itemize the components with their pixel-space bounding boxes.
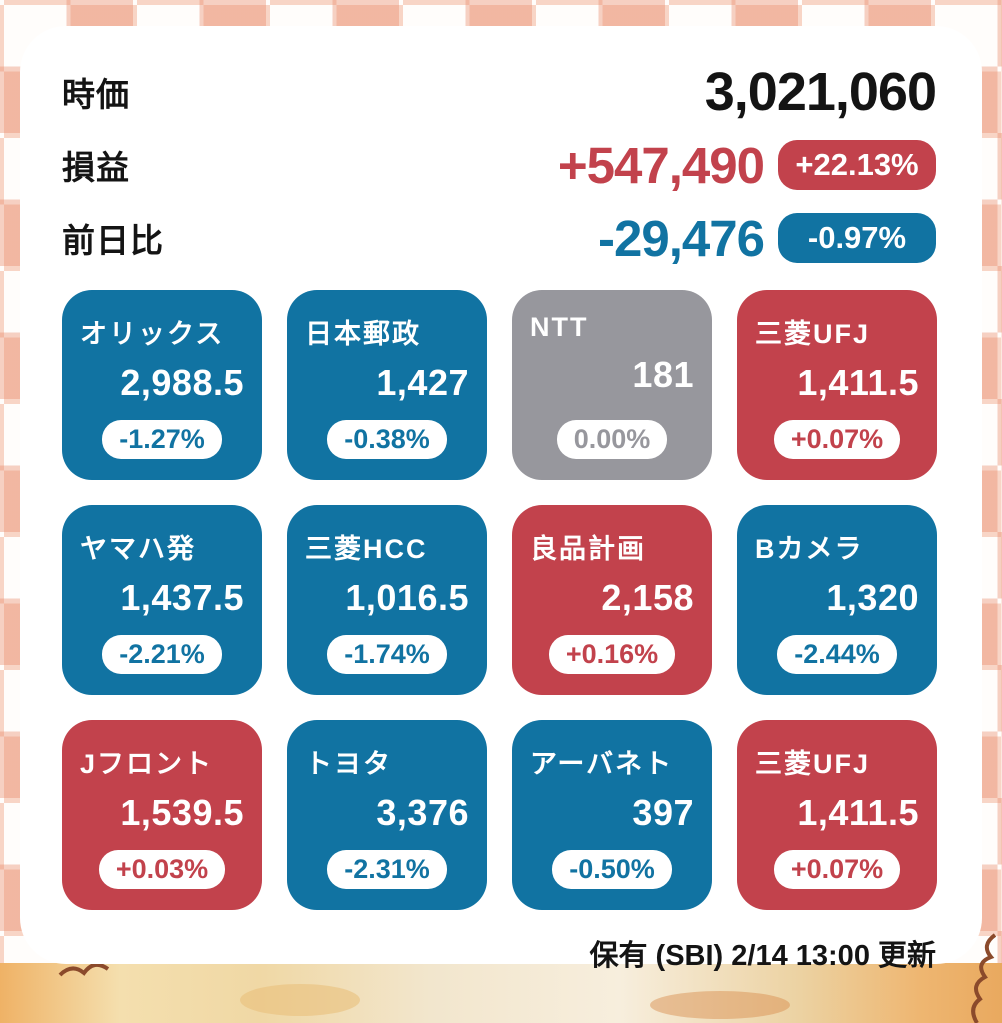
stock-tile[interactable]: オリックス 2,988.5 -1.27% xyxy=(62,290,262,480)
stock-change-badge: +0.07% xyxy=(773,850,901,889)
summary-row-profit-loss: 損益 +547,490 +22.13% xyxy=(62,136,936,194)
day-change-value: -29,476 xyxy=(598,209,765,267)
stock-change-badge: -1.74% xyxy=(327,635,447,674)
stock-change-badge: -2.31% xyxy=(327,850,447,889)
stock-name: アーバネト xyxy=(530,749,674,779)
stock-name: NTT xyxy=(530,312,589,342)
profit-loss-value: +547,490 xyxy=(557,136,765,194)
stock-price: 1,437.5 xyxy=(120,577,244,618)
stock-name: オリックス xyxy=(80,319,225,349)
stock-change-badge: -2.44% xyxy=(777,635,897,674)
profit-loss-label: 損益 xyxy=(62,149,130,186)
summary-row-day-change: 前日比 -29,476 -0.97% xyxy=(62,209,936,267)
stock-tile[interactable]: 三菱UFJ 1,411.5 +0.07% xyxy=(737,290,937,480)
portfolio-card: 時価 3,021,060 損益 +547,490 +22.13% 前日比 -29… xyxy=(20,26,982,972)
stock-name: 三菱UFJ xyxy=(755,749,871,779)
stock-tile[interactable]: 良品計画 2,158 +0.16% xyxy=(512,505,712,695)
summary-row-market-value: 時価 3,021,060 xyxy=(62,62,937,122)
market-value: 3,021,060 xyxy=(704,62,937,122)
stock-tile[interactable]: Bカメラ 1,320 -2.44% xyxy=(737,505,937,695)
stock-price: 2,158 xyxy=(601,577,694,618)
stock-price: 1,411.5 xyxy=(797,362,919,403)
stock-price: 1,427 xyxy=(376,362,469,403)
update-timestamp: 保有 (SBI) 2/14 13:00 更新 xyxy=(589,940,937,972)
stock-change-badge: -2.21% xyxy=(102,635,222,674)
stock-tile[interactable]: ヤマハ発 1,437.5 -2.21% xyxy=(62,505,262,695)
stock-price: 1,320 xyxy=(826,577,919,618)
stock-tile[interactable]: 三菱HCC 1,016.5 -1.74% xyxy=(287,505,487,695)
stock-price: 1,411.5 xyxy=(797,792,919,833)
stock-tile[interactable]: 日本郵政 1,427 -0.38% xyxy=(287,290,487,480)
market-value-label: 時価 xyxy=(62,76,130,113)
stock-name: トヨタ xyxy=(305,749,392,779)
stock-name: 日本郵政 xyxy=(305,319,421,349)
stock-change-badge: -0.50% xyxy=(552,850,672,889)
stock-price: 397 xyxy=(632,792,694,833)
stock-change-badge: +0.16% xyxy=(548,635,676,674)
stock-tile[interactable]: NTT 181 0.00% xyxy=(512,290,712,480)
bottom-illustration-band xyxy=(0,963,1002,1023)
stock-price: 181 xyxy=(632,354,694,395)
stock-name: ヤマハ発 xyxy=(80,534,196,564)
stock-name: 三菱UFJ xyxy=(755,319,871,349)
stock-tile[interactable]: トヨタ 3,376 -2.31% xyxy=(287,720,487,910)
stock-change-badge: -0.38% xyxy=(327,420,447,459)
stock-tile-grid: オリックス 2,988.5 -1.27% 日本郵政 1,427 -0.38% N… xyxy=(62,290,937,910)
day-change-label: 前日比 xyxy=(62,222,164,259)
stock-price: 1,539.5 xyxy=(120,792,244,833)
stock-name: Jフロント xyxy=(80,749,214,779)
stock-name: 三菱HCC xyxy=(305,534,428,564)
stock-change-badge: +0.03% xyxy=(98,850,226,889)
stock-tile[interactable]: 三菱UFJ 1,411.5 +0.07% xyxy=(737,720,937,910)
stock-change-badge: +0.07% xyxy=(773,420,901,459)
stock-name: 良品計画 xyxy=(530,534,646,564)
profit-loss-percent-badge: +22.13% xyxy=(778,140,936,190)
stock-price: 3,376 xyxy=(376,792,469,833)
stock-tile[interactable]: アーバネト 397 -0.50% xyxy=(512,720,712,910)
stock-price: 2,988.5 xyxy=(120,362,244,403)
stock-name: Bカメラ xyxy=(755,534,864,564)
day-change-percent-badge: -0.97% xyxy=(778,213,936,263)
stock-change-badge: -1.27% xyxy=(102,420,222,459)
stock-change-badge: 0.00% xyxy=(556,420,668,459)
stock-tile[interactable]: Jフロント 1,539.5 +0.03% xyxy=(62,720,262,910)
stock-price: 1,016.5 xyxy=(345,577,469,618)
